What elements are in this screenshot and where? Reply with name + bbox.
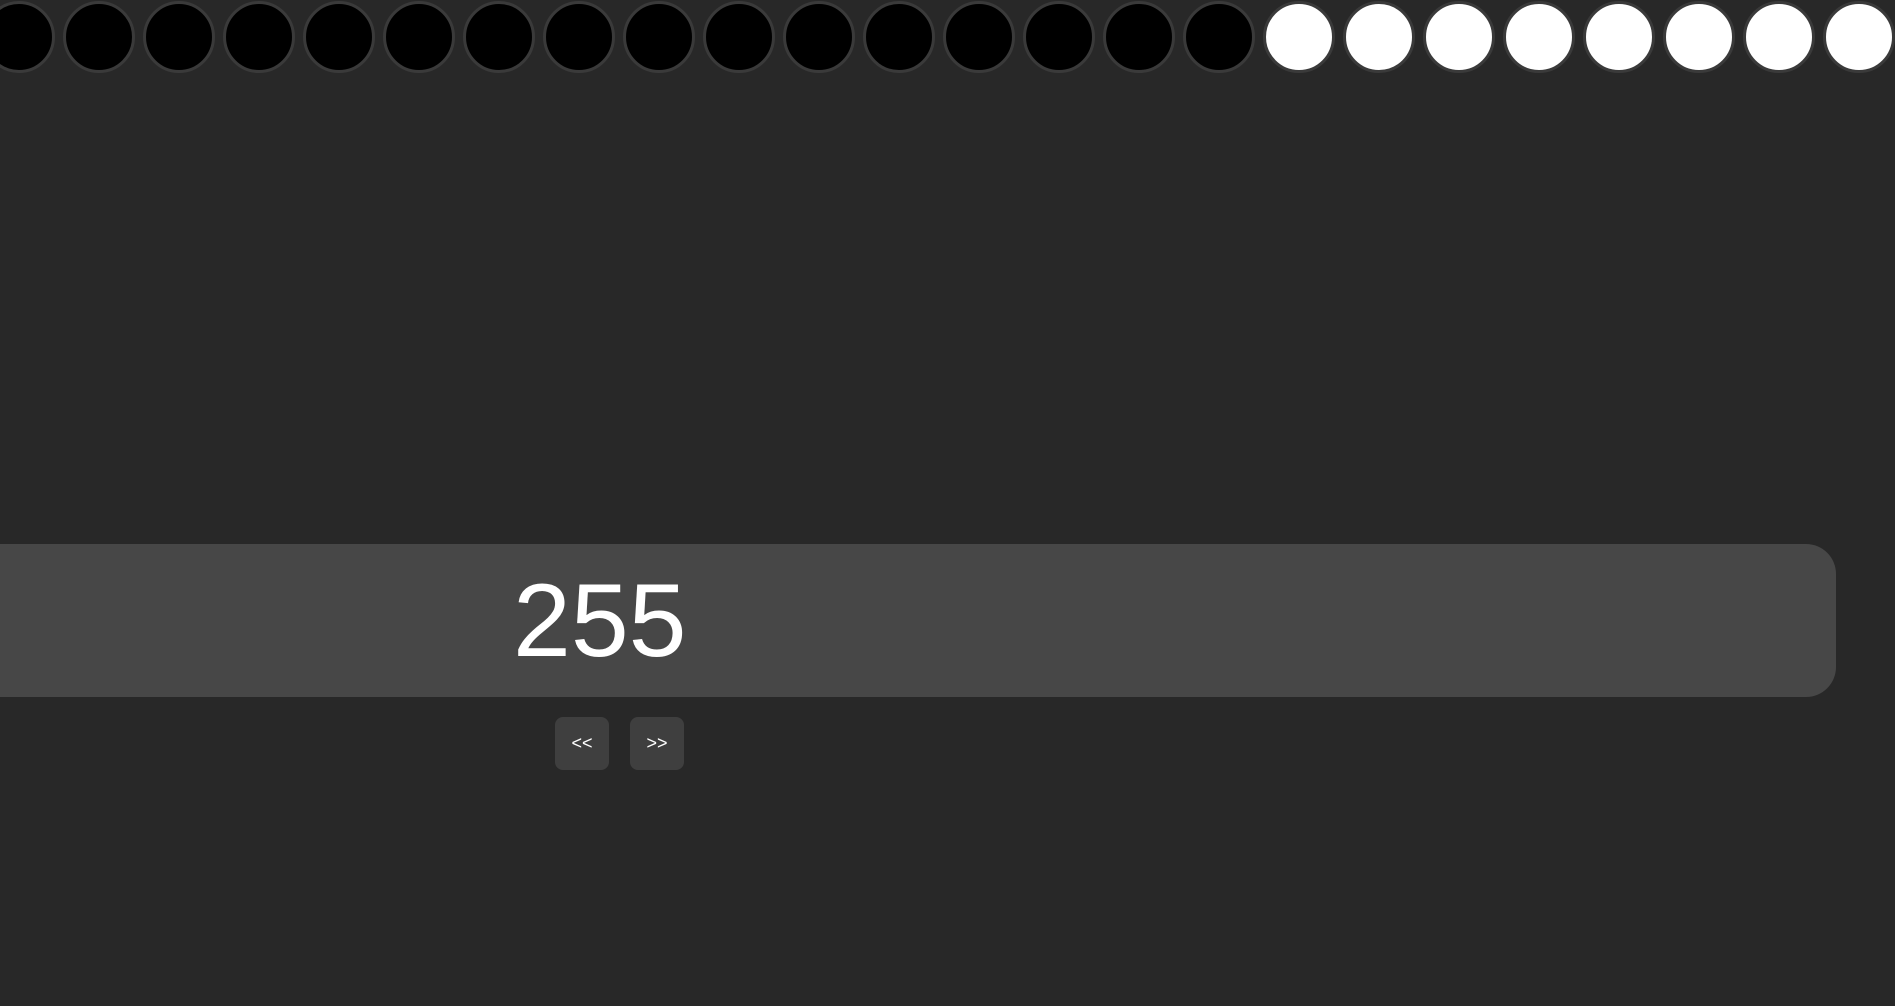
bit-toggle-12[interactable] <box>943 1 1015 73</box>
bit-toggle-13[interactable] <box>1023 1 1095 73</box>
bit-toggle-14[interactable] <box>1103 1 1175 73</box>
bit-toggle-23[interactable] <box>1823 1 1895 73</box>
bit-toggle-5[interactable] <box>383 1 455 73</box>
bit-toggle-17[interactable] <box>1343 1 1415 73</box>
bit-toggle-16[interactable] <box>1263 1 1335 73</box>
decimal-value: 255 <box>513 563 687 679</box>
bit-toggle-9[interactable] <box>703 1 775 73</box>
bit-toggle-22[interactable] <box>1743 1 1815 73</box>
bit-toggle-10[interactable] <box>783 1 855 73</box>
bit-toggle-8[interactable] <box>623 1 695 73</box>
bit-toggle-11[interactable] <box>863 1 935 73</box>
bit-toggle-0[interactable] <box>0 1 55 73</box>
bit-toggle-19[interactable] <box>1503 1 1575 73</box>
bit-toggle-18[interactable] <box>1423 1 1495 73</box>
bit-toggle-1[interactable] <box>63 1 135 73</box>
next-button[interactable]: >> <box>630 717 684 770</box>
bit-toggle-2[interactable] <box>143 1 215 73</box>
previous-button[interactable]: << <box>555 717 609 770</box>
value-display-bar <box>0 544 1836 697</box>
bit-toggle-3[interactable] <box>223 1 295 73</box>
bit-toggle-6[interactable] <box>463 1 535 73</box>
bit-row <box>0 0 1895 80</box>
bit-toggle-4[interactable] <box>303 1 375 73</box>
bit-toggle-21[interactable] <box>1663 1 1735 73</box>
bit-toggle-15[interactable] <box>1183 1 1255 73</box>
bit-toggle-7[interactable] <box>543 1 615 73</box>
bit-toggle-20[interactable] <box>1583 1 1655 73</box>
